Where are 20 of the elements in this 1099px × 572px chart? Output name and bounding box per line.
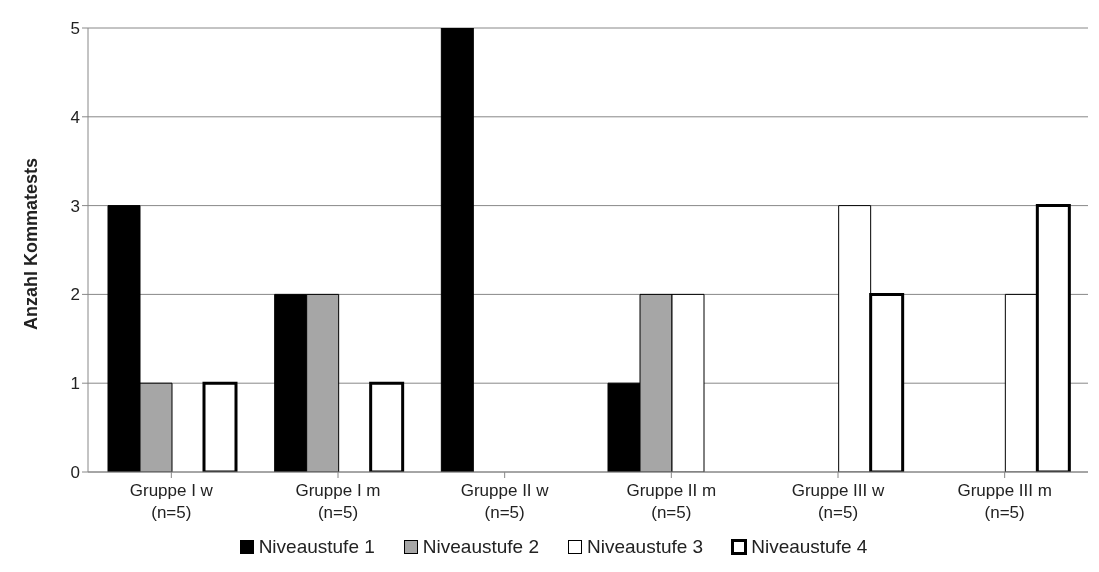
y-axis-title: Anzahl Kommatests <box>21 157 42 330</box>
x-tick-label: Gruppe III w (n=5) <box>791 481 886 522</box>
x-tick-label: Gruppe I w (n=5) <box>129 481 214 522</box>
y-tick-label: 2 <box>70 285 80 305</box>
legend-label: Niveaustufe 2 <box>422 536 539 558</box>
bar <box>202 381 238 472</box>
y-tick-label: 3 <box>70 196 80 216</box>
x-tick-label: Gruppe III m (n=5) <box>957 481 1052 522</box>
legend-label: Niveaustufe 3 <box>587 536 704 558</box>
legend-label: Niveaustufe 4 <box>751 536 868 558</box>
x-tick-label: Gruppe I m (n=5) <box>295 481 381 522</box>
y-tick-label: 0 <box>70 463 80 483</box>
y-tick-label: 1 <box>70 374 80 394</box>
bar <box>440 28 474 472</box>
y-tick-label: 4 <box>70 107 80 127</box>
x-tick-label: Gruppe II w (n=5) <box>460 481 550 522</box>
y-tick-label: 5 <box>70 19 80 39</box>
bar <box>369 381 405 472</box>
x-tick-label: Gruppe II m (n=5) <box>626 481 717 522</box>
legend-label: Niveaustufe 1 <box>258 536 375 558</box>
